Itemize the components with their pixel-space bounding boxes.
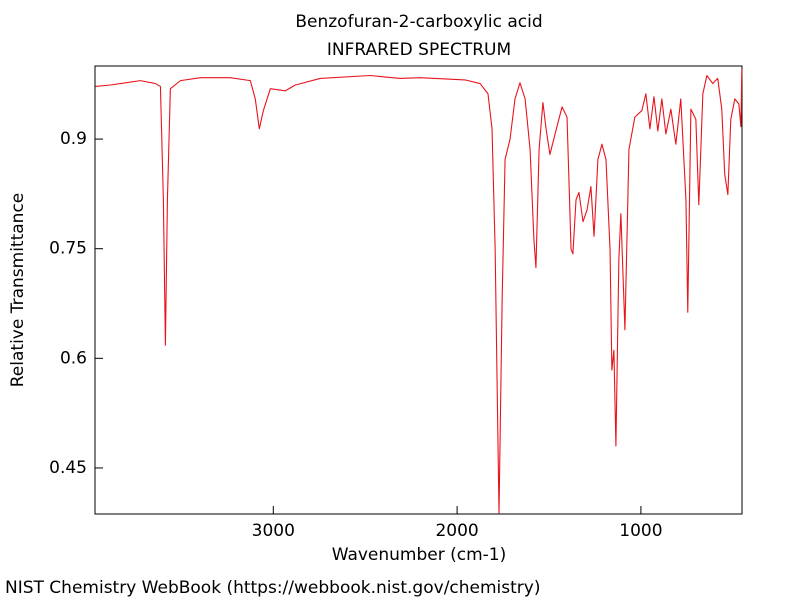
- y-tick-label: 0.75: [49, 239, 87, 259]
- spectrum-line: [95, 68, 743, 514]
- footer: NIST Chemistry WebBook (https://webbook.…: [5, 578, 540, 598]
- x-tick-label: 1000: [619, 521, 662, 541]
- x-tick-label: 3000: [252, 521, 295, 541]
- chart-title: Benzofuran-2-carboxylic acid: [295, 12, 542, 32]
- x-tick-label: 2000: [435, 521, 478, 541]
- y-tick-label: 0.6: [60, 348, 87, 368]
- x-axis-label: Wavenumber (cm-1): [332, 545, 507, 565]
- y-tick-label: 0.45: [49, 458, 87, 478]
- plot-frame: [94, 65, 743, 515]
- chart-subtitle: INFRARED SPECTRUM: [327, 40, 511, 60]
- y-axis-label: Relative Transmittance: [8, 193, 28, 388]
- y-tick-label: 0.9: [60, 129, 87, 149]
